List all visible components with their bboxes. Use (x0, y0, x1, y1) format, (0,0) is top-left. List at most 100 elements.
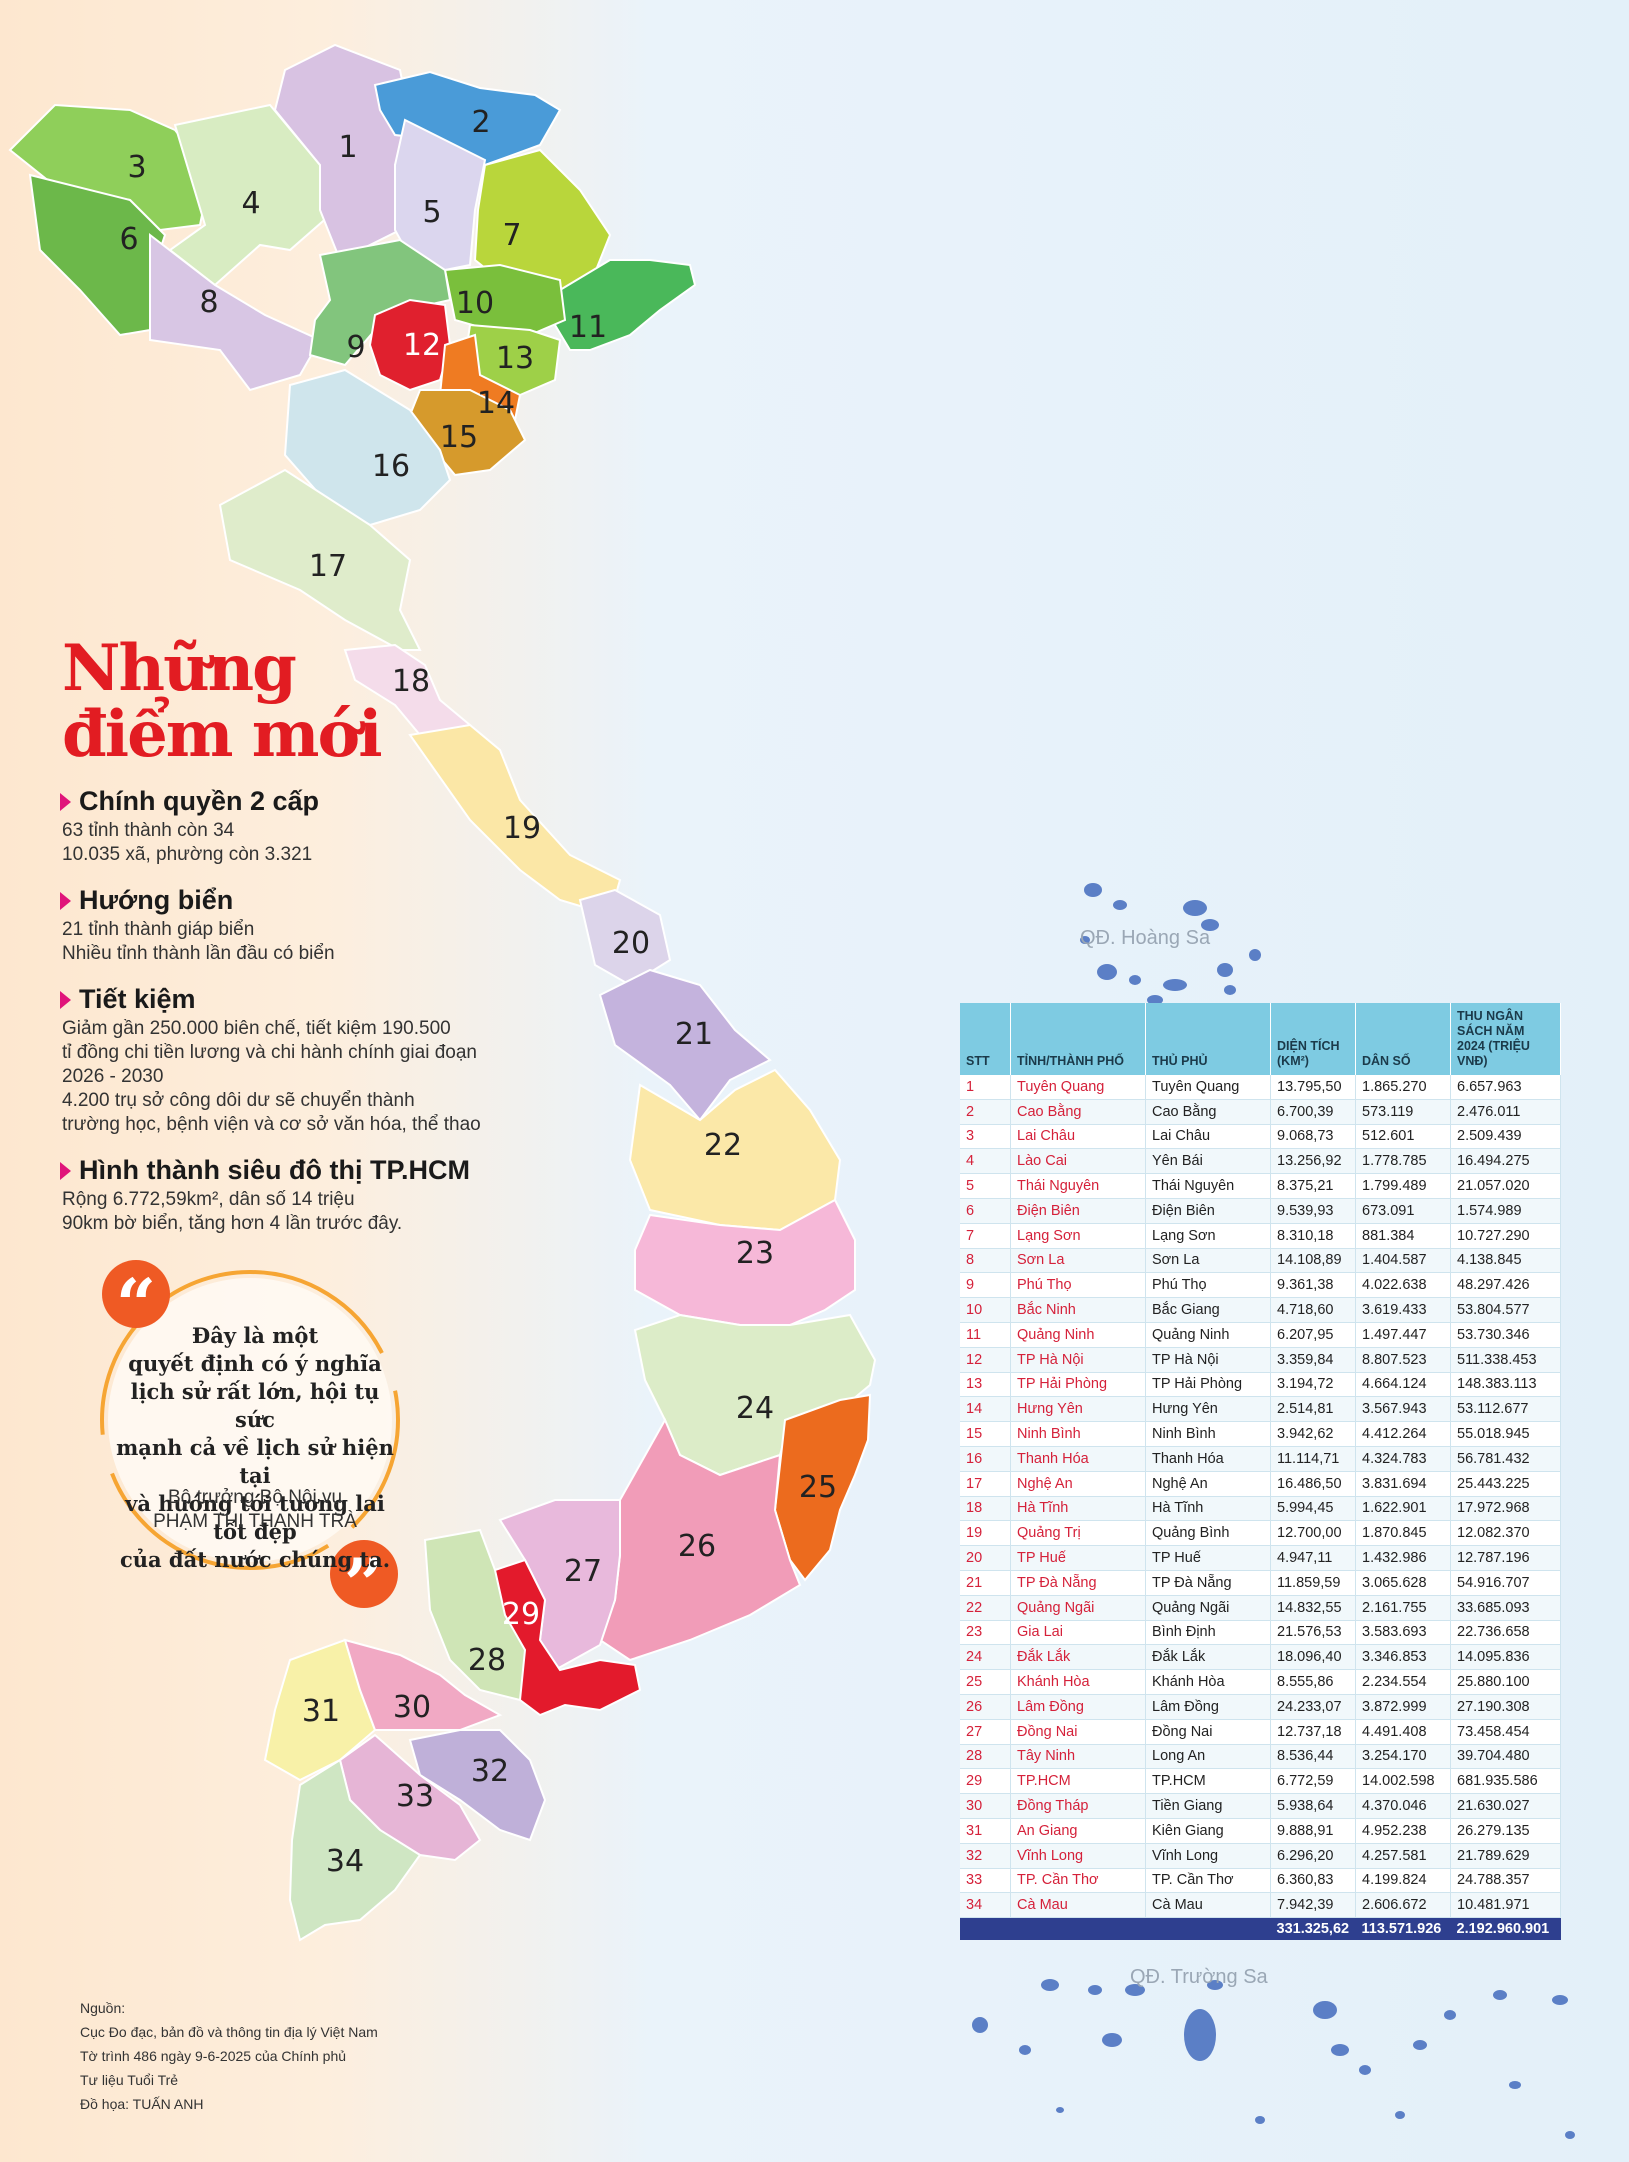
cell-cap: Lâm Đồng (1145, 1694, 1271, 1720)
cell-cap: Cà Mau (1145, 1892, 1271, 1919)
cell-pop: 881.384 (1355, 1223, 1451, 1249)
point-line: tỉ đồng chi tiền lương và chi hành chính… (62, 1042, 477, 1063)
province-label-14: 14 (477, 386, 515, 421)
cell-stt: 10 (960, 1297, 1011, 1323)
quote-line: của đất nước chúng ta. (119, 1547, 391, 1572)
cell-pop: 3.872.999 (1355, 1694, 1451, 1720)
cell-bud: 1.574.989 (1450, 1198, 1561, 1224)
province-label-8: 8 (199, 285, 218, 320)
province-10 (443, 263, 567, 337)
header-province: TỈNH/THÀNH PHỐ (1010, 1003, 1146, 1075)
cell-cap: Yên Bái (1145, 1148, 1271, 1175)
province-label-7: 7 (502, 218, 521, 253)
cell-area: 11.859,59 (1270, 1570, 1356, 1596)
cell-bud: 16.494.275 (1450, 1148, 1561, 1175)
cell-bud: 39.704.480 (1450, 1744, 1561, 1770)
cell-bud: 27.190.308 (1450, 1694, 1561, 1720)
cell-stt: 26 (960, 1694, 1011, 1720)
cell-name: TP Huế (1010, 1545, 1146, 1571)
cell-area: 7.942,39 (1270, 1892, 1356, 1919)
cell-cap: TP Đà Nẵng (1145, 1570, 1271, 1596)
table-row: 9 Phú Thọ Phú Thọ 9.361,38 4.022.638 48.297.4… (960, 1272, 1561, 1299)
author-title: Bộ trưởng Bộ Nội vụ (167, 1487, 343, 1508)
table-row: 26 Lâm Đồng Lâm Đồng 24.233,07 3.872.999 27.1… (960, 1694, 1561, 1720)
cell-name: TP Đà Nẵng (1010, 1570, 1146, 1596)
cell-stt: 22 (960, 1595, 1011, 1621)
cell-stt: 30 (960, 1793, 1011, 1819)
cell-pop: 673.091 (1355, 1198, 1451, 1224)
province-label-18: 18 (392, 664, 430, 699)
cell-cap: Hà Tĩnh (1145, 1496, 1271, 1522)
cell-bud: 26.279.135 (1450, 1818, 1561, 1844)
cell-bud: 10.481.971 (1450, 1892, 1561, 1919)
cell-bud: 24.788.357 (1450, 1868, 1561, 1894)
cell-cap: TP Hải Phòng (1145, 1372, 1271, 1398)
cell-name: Phú Thọ (1010, 1272, 1146, 1299)
province-20 (578, 888, 672, 987)
cell-stt: 11 (960, 1322, 1011, 1348)
cell-area: 16.486,50 (1270, 1471, 1356, 1497)
province-23 (634, 1198, 856, 1326)
cell-stt: 29 (960, 1768, 1011, 1795)
table-row: 12 TP Hà Nội TP Hà Nội 3.359,84 8.807.523 511… (960, 1347, 1561, 1373)
province-label-23: 23 (736, 1236, 774, 1271)
cell-pop: 3.065.628 (1355, 1570, 1451, 1596)
cell-bud: 53.112.677 (1450, 1396, 1561, 1423)
cell-cap: Cao Bằng (1145, 1099, 1271, 1125)
bullet-triangle-icon (60, 792, 71, 811)
table-row: 6 Điện Biên Điện Biên 9.539,93 673.091 1.574.… (960, 1198, 1561, 1224)
close-quote-icon: ” (330, 1540, 398, 1626)
cell-area: 12.737,18 (1270, 1719, 1356, 1745)
quote-text: Đây là một quyết định có ý nghĩa lịch sử… (110, 1322, 400, 1574)
cell-cap: Quảng Ngãi (1145, 1595, 1271, 1621)
cell-area: 6.360,83 (1270, 1868, 1356, 1894)
cell-stt: 3 (960, 1124, 1011, 1150)
cell-name: TP Hà Nội (1010, 1347, 1146, 1373)
cell-pop: 3.831.694 (1355, 1471, 1451, 1497)
table-row: 5 Thái Nguyên Thái Nguyên 8.375,21 1.799.489… (960, 1173, 1561, 1199)
cell-stt: 19 (960, 1520, 1011, 1547)
cell-cap: Điện Biên (1145, 1198, 1271, 1224)
table-row: 22 Quảng Ngãi Quảng Ngãi 14.832,55 2.161.755… (960, 1595, 1561, 1621)
cell-bud: 12.787.196 (1450, 1545, 1561, 1571)
cell-name: Cao Bằng (1010, 1099, 1146, 1125)
province-label-12: 12 (403, 328, 441, 363)
cell-pop: 1.622.901 (1355, 1496, 1451, 1522)
cell-stt: 32 (960, 1843, 1011, 1869)
cell-name: Khánh Hòa (1010, 1669, 1146, 1695)
province-34 (288, 1758, 422, 1942)
cell-pop: 4.952.238 (1355, 1818, 1451, 1844)
cell-pop: 1.870.845 (1355, 1520, 1451, 1547)
cell-bud: 73.458.454 (1450, 1719, 1561, 1745)
point-line: 10.035 xã, phường còn 3.321 (62, 844, 313, 865)
province-label-10: 10 (456, 286, 494, 321)
province-19 (408, 723, 622, 917)
cell-pop: 3.346.853 (1355, 1644, 1451, 1671)
cell-pop: 4.257.581 (1355, 1843, 1451, 1869)
cell-name: Bắc Ninh (1010, 1297, 1146, 1323)
cell-pop: 3.619.433 (1355, 1297, 1451, 1323)
cell-name: TP.HCM (1010, 1768, 1146, 1795)
cell-area: 9.539,93 (1270, 1198, 1356, 1224)
point-line: Nhiều tỉnh thành lần đầu có biển (62, 943, 335, 964)
cell-name: Sơn La (1010, 1248, 1146, 1274)
header-stt: STT (960, 1003, 1011, 1075)
cell-stt: 2 (960, 1099, 1011, 1125)
cell-area: 3.359,84 (1270, 1347, 1356, 1373)
table-row: 20 TP Huế TP Huế 4.947,11 1.432.986 12.787.19… (960, 1545, 1561, 1571)
truong-sa-islands (972, 1979, 1575, 2139)
cell-cap: Thái Nguyên (1145, 1173, 1271, 1199)
province-label-6: 6 (119, 222, 138, 257)
province-table: STT TỈNH/THÀNH PHỐ THỦ PHỦ DIỆN TÍCH (KM… (960, 1003, 1561, 1941)
total-area: 331.325,62 (1270, 1917, 1356, 1941)
table-row: 25 Khánh Hòa Khánh Hòa 8.555,86 2.234.554 25.… (960, 1669, 1561, 1695)
cell-bud: 14.095.836 (1450, 1644, 1561, 1671)
cell-name: An Giang (1010, 1818, 1146, 1844)
province-label-4: 4 (241, 186, 260, 221)
cell-name: Tuyên Quang (1010, 1075, 1146, 1100)
province-label-34: 34 (326, 1844, 364, 1879)
cell-area: 18.096,40 (1270, 1644, 1356, 1671)
cell-pop: 8.807.523 (1355, 1347, 1451, 1373)
hoang-sa-label: QĐ. Hoàng Sa (1080, 927, 1211, 949)
cell-pop: 3.567.943 (1355, 1396, 1451, 1423)
